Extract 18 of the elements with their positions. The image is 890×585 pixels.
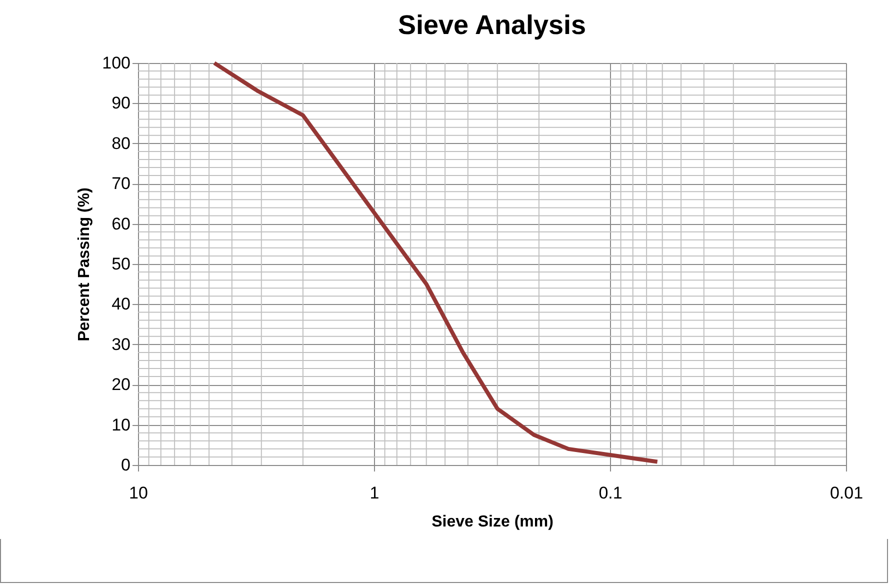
x-tick-label: 1 (370, 484, 380, 502)
y-tick-label: 100 (102, 54, 130, 72)
x-tick-label: 0.1 (598, 484, 622, 502)
y-tick-label: 60 (112, 214, 130, 234)
y-tick-label: 70 (112, 174, 130, 194)
y-tick-label: 20 (112, 375, 130, 394)
y-tick-label: 30 (112, 334, 130, 354)
y-tick-label: 0 (121, 456, 130, 474)
x-tick-label: 10 (129, 484, 148, 502)
y-tick-label: 10 (112, 415, 130, 434)
chart-title: Sieve Analysis (398, 10, 586, 40)
x-tick-label: 0.01 (830, 484, 864, 502)
x-axis-title: Sieve Size (mm) (432, 514, 554, 530)
y-tick-label: 80 (112, 134, 130, 153)
y-tick-label: 40 (112, 294, 130, 314)
y-axis-title: Percent Passing (%) (76, 188, 94, 342)
y-tick-label: 50 (112, 254, 130, 274)
y-tick-label: 90 (112, 94, 130, 113)
